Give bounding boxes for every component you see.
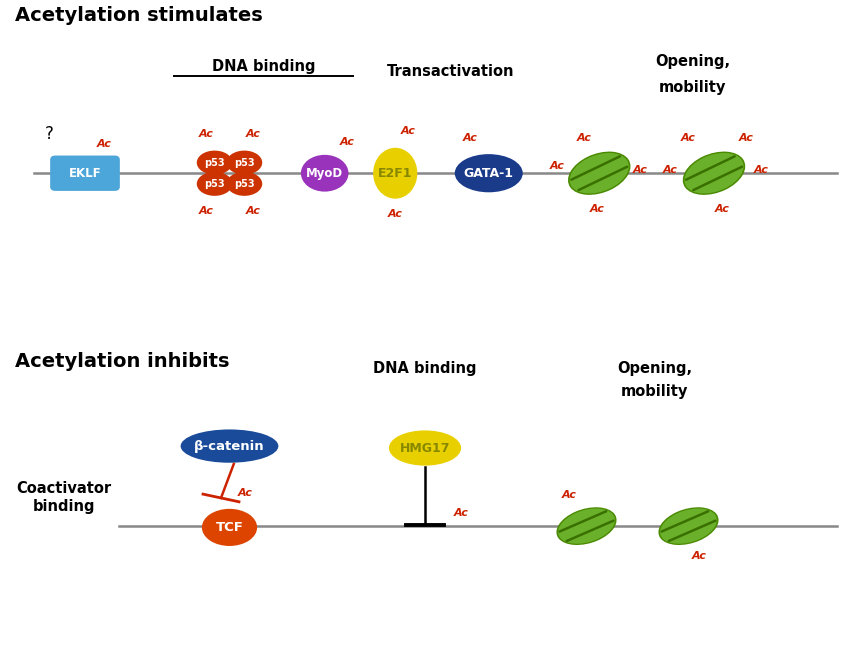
Ellipse shape [202, 509, 257, 546]
Ellipse shape [301, 155, 348, 191]
Text: E2F1: E2F1 [378, 167, 412, 179]
Text: MyoD: MyoD [306, 167, 343, 179]
Text: Acetylation inhibits: Acetylation inhibits [15, 352, 230, 371]
Text: Ac: Ac [549, 161, 564, 171]
Text: DNA binding: DNA binding [212, 59, 315, 74]
Text: Coactivator
binding: Coactivator binding [16, 480, 111, 514]
Text: ?: ? [45, 125, 54, 143]
Text: Ac: Ac [681, 133, 696, 143]
Text: Ac: Ac [576, 133, 592, 143]
Text: p53: p53 [204, 179, 225, 189]
Text: Ac: Ac [246, 129, 261, 139]
Text: Ac: Ac [590, 203, 605, 213]
Text: β-catenin: β-catenin [194, 440, 265, 453]
Text: Ac: Ac [198, 129, 213, 139]
Ellipse shape [197, 172, 233, 196]
Text: Ac: Ac [388, 209, 403, 219]
Text: Ac: Ac [96, 139, 111, 149]
Text: mobility: mobility [659, 81, 727, 95]
Ellipse shape [226, 151, 262, 175]
Ellipse shape [388, 430, 461, 466]
Text: Ac: Ac [237, 488, 252, 498]
Text: HMG17: HMG17 [400, 442, 451, 454]
Text: Ac: Ac [662, 165, 677, 175]
Text: Ac: Ac [739, 133, 754, 143]
Text: Ac: Ac [198, 205, 213, 215]
Ellipse shape [181, 430, 278, 463]
Text: Ac: Ac [754, 165, 769, 175]
Text: Ac: Ac [632, 165, 648, 175]
Text: TCF: TCF [216, 521, 243, 534]
Text: p53: p53 [234, 179, 255, 189]
Ellipse shape [557, 508, 616, 545]
Text: DNA binding: DNA binding [373, 361, 477, 376]
Text: Transactivation: Transactivation [387, 64, 514, 79]
Text: Ac: Ac [715, 203, 730, 213]
Ellipse shape [684, 153, 744, 193]
Text: Opening,: Opening, [655, 54, 730, 69]
Text: Ac: Ac [340, 137, 355, 147]
Ellipse shape [197, 151, 233, 175]
Ellipse shape [558, 508, 615, 544]
Text: EKLF: EKLF [69, 167, 101, 179]
Text: Ac: Ac [462, 133, 478, 143]
Ellipse shape [455, 154, 523, 192]
Ellipse shape [660, 508, 717, 544]
Text: p53: p53 [204, 157, 225, 167]
Text: Ac: Ac [562, 490, 577, 500]
Text: Opening,: Opening, [617, 361, 692, 376]
Ellipse shape [373, 148, 417, 199]
FancyBboxPatch shape [50, 155, 120, 191]
Ellipse shape [226, 172, 262, 196]
Text: p53: p53 [234, 157, 255, 167]
Text: Ac: Ac [453, 508, 468, 518]
Text: mobility: mobility [620, 384, 688, 400]
Text: Ac: Ac [400, 126, 416, 136]
Text: Ac: Ac [691, 551, 706, 561]
Text: GATA-1: GATA-1 [464, 167, 513, 179]
Ellipse shape [568, 151, 631, 195]
Text: Acetylation stimulates: Acetylation stimulates [15, 5, 263, 25]
Ellipse shape [683, 151, 745, 195]
Ellipse shape [659, 508, 718, 545]
Ellipse shape [570, 153, 629, 193]
Text: Ac: Ac [246, 205, 261, 215]
